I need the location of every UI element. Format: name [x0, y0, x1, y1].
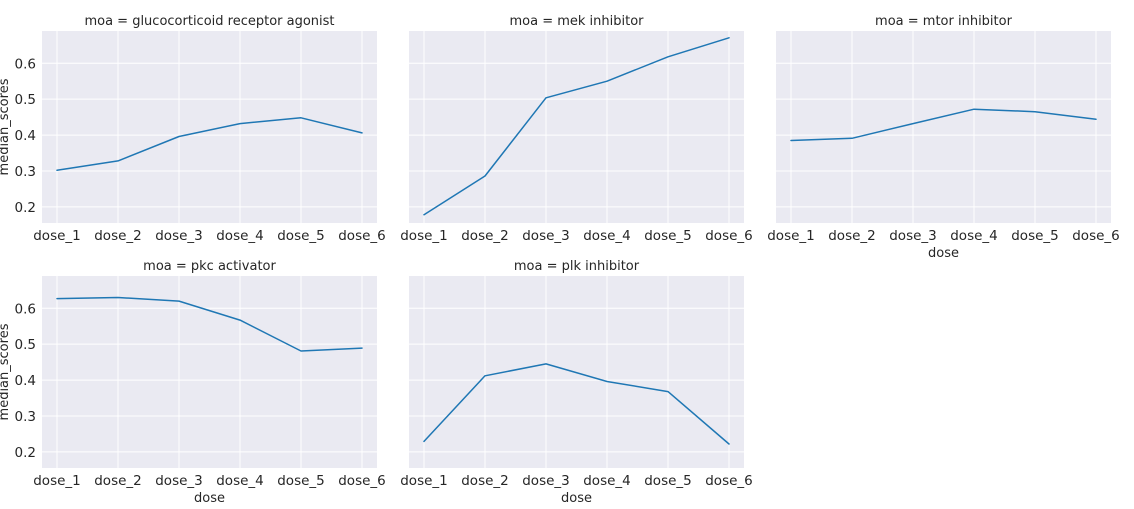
y-tick-label: 0.2 [15, 445, 36, 461]
plot-area-3 [776, 31, 1111, 223]
panel-title: moa = pkc activator [143, 259, 276, 274]
y-tick-label: 0.2 [15, 200, 36, 216]
x-tick-label: dose_5 [277, 228, 325, 244]
x-tick-label: dose_3 [522, 473, 570, 489]
y-tick-label: 0.5 [15, 92, 36, 108]
x-axis-label: dose [194, 491, 225, 504]
x-tick-label: dose_2 [828, 228, 876, 244]
x-tick-label: dose_2 [94, 228, 142, 244]
x-tick-label: dose_1 [767, 228, 815, 244]
x-tick-label: dose_6 [338, 228, 386, 244]
x-tick-label: dose_4 [216, 473, 264, 489]
x-tick-label: dose_5 [644, 228, 692, 244]
y-tick-label: 0.6 [15, 301, 36, 317]
x-tick-label: dose_3 [155, 228, 203, 244]
panel-title: moa = glucocorticoid receptor agonist [84, 14, 334, 29]
x-tick-label: dose_1 [33, 473, 81, 489]
panel-title: moa = mek inhibitor [509, 14, 644, 29]
y-tick-label: 0.4 [15, 373, 36, 389]
x-axis-label: dose [928, 246, 959, 261]
x-tick-label: dose_4 [950, 228, 998, 244]
x-tick-label: dose_3 [889, 228, 937, 244]
y-axis-label: median_scores [0, 323, 12, 420]
series-line-panel-1 [56, 117, 363, 171]
x-tick-label: dose_2 [461, 228, 509, 244]
x-tick-label: dose_1 [400, 228, 448, 244]
y-tick-label: 0.5 [15, 337, 36, 353]
series-line-panel-5 [423, 363, 730, 445]
x-tick-label: dose_6 [705, 228, 753, 244]
series-line-panel-2 [423, 37, 730, 216]
plot-area-1 [42, 31, 377, 223]
x-tick-label: dose_5 [277, 473, 325, 489]
x-tick-label: dose_6 [1072, 228, 1120, 244]
series-line-panel-4 [56, 296, 363, 352]
x-tick-label: dose_1 [400, 473, 448, 489]
y-tick-label: 0.4 [15, 128, 36, 144]
x-tick-label: dose_3 [155, 473, 203, 489]
x-tick-label: dose_4 [583, 228, 631, 244]
x-axis-label: dose [561, 491, 592, 504]
series-line-panel-3 [790, 108, 1097, 142]
x-tick-label: dose_4 [583, 473, 631, 489]
panel-title: moa = mtor inhibitor [875, 14, 1013, 29]
y-tick-label: 0.6 [15, 56, 36, 72]
y-axis-label: median_scores [0, 78, 12, 175]
x-tick-label: dose_3 [522, 228, 570, 244]
panel-title: moa = plk inhibitor [514, 259, 640, 274]
x-tick-label: dose_6 [705, 473, 753, 489]
y-tick-label: 0.3 [15, 409, 36, 425]
x-tick-label: dose_1 [33, 228, 81, 244]
x-tick-label: dose_2 [94, 473, 142, 489]
x-tick-label: dose_5 [644, 473, 692, 489]
x-tick-label: dose_2 [461, 473, 509, 489]
x-tick-label: dose_5 [1011, 228, 1059, 244]
y-tick-label: 0.3 [15, 164, 36, 180]
plot-area-2 [409, 31, 744, 223]
x-tick-label: dose_6 [338, 473, 386, 489]
x-tick-label: dose_4 [216, 228, 264, 244]
plot-area-4 [42, 276, 377, 468]
